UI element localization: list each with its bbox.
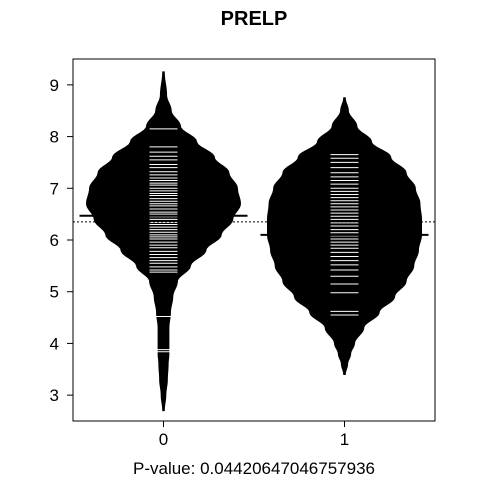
y-tick-label: 3 <box>50 386 59 405</box>
bean-density-0 <box>86 71 241 412</box>
y-tick-label: 7 <box>50 179 59 198</box>
beans-layer <box>79 71 429 412</box>
bean-1 <box>260 97 429 375</box>
x-axis-label: P-value: 0.04420647046757936 <box>133 459 375 478</box>
bean-0 <box>79 71 248 412</box>
x-tick-label: 1 <box>340 430 349 449</box>
chart-title: PRELP <box>221 8 288 30</box>
x-tick-label: 0 <box>159 430 168 449</box>
y-tick-label: 8 <box>50 128 59 147</box>
y-axis: 3 4 5 6 7 8 9 <box>50 76 73 405</box>
y-tick-label: 5 <box>50 283 59 302</box>
y-tick-label: 4 <box>50 334 59 353</box>
y-tick-label: 6 <box>50 231 59 250</box>
y-tick-label: 9 <box>50 76 59 95</box>
